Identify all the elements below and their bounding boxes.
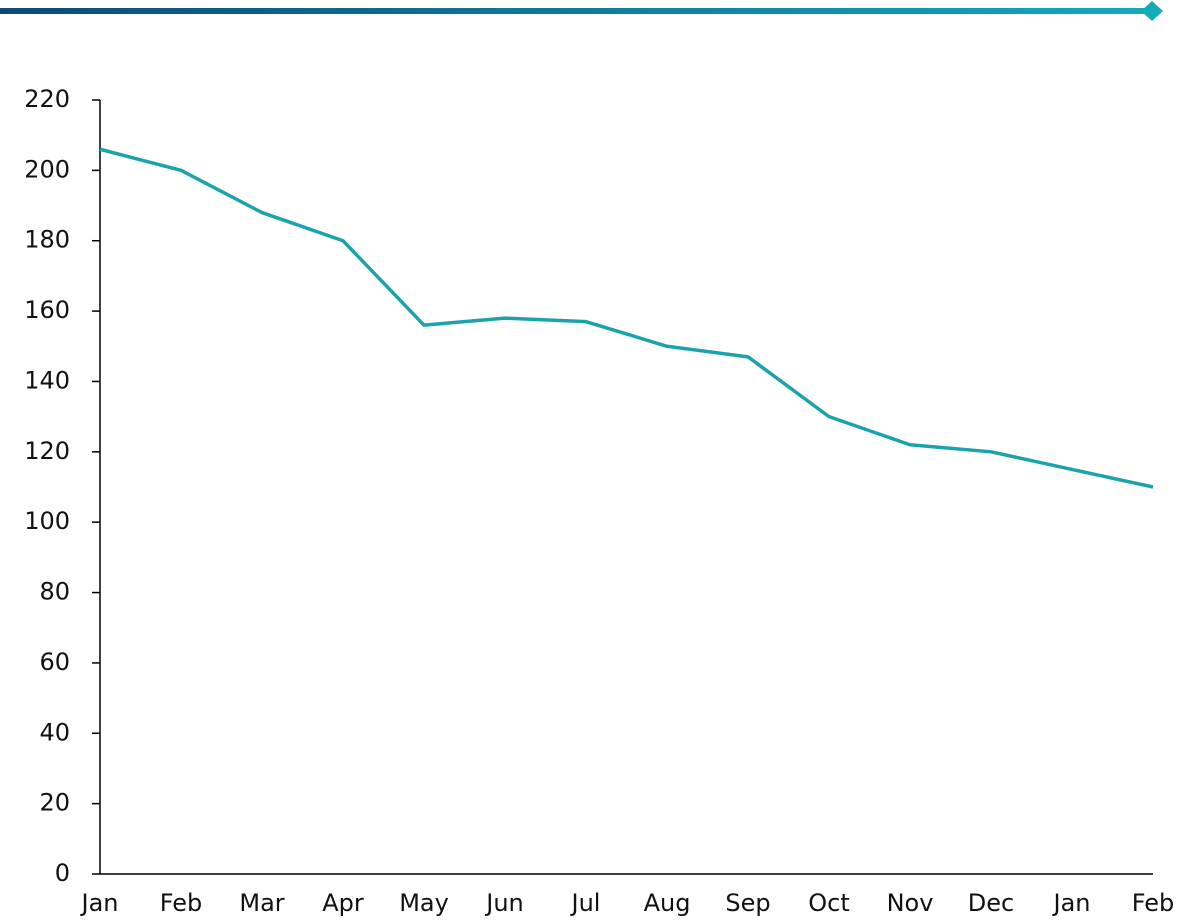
y-tick-label: 220 — [24, 85, 70, 113]
y-tick-label: 100 — [24, 507, 70, 535]
x-tick-label: Jan — [1052, 889, 1091, 917]
x-tick-label: Aug — [644, 889, 691, 917]
x-tick-label: Oct — [808, 889, 850, 917]
y-tick-label: 60 — [39, 648, 70, 676]
x-tick-label: Dec — [968, 889, 1014, 917]
x-tick-label: Apr — [322, 889, 364, 917]
y-tick-label: 200 — [24, 155, 70, 183]
x-tick-label: Nov — [887, 889, 934, 917]
x-tick-label: Feb — [1132, 889, 1175, 917]
x-tick-label: Mar — [239, 889, 284, 917]
header-diamond — [1141, 1, 1163, 21]
y-tick-label: 140 — [24, 366, 70, 394]
y-tick-label: 80 — [39, 578, 70, 606]
y-tick-label: 40 — [39, 718, 70, 746]
x-tick-label: Jan — [80, 889, 119, 917]
y-tick-label: 20 — [39, 789, 70, 817]
x-tick-label: Jun — [484, 889, 524, 917]
y-tick-label: 120 — [24, 437, 70, 465]
y-tick-label: 0 — [55, 859, 70, 887]
x-tick-label: Feb — [160, 889, 203, 917]
line-series — [99, 147, 1154, 489]
x-tick-label: Sep — [725, 889, 770, 917]
header-bar — [0, 8, 1150, 14]
x-tick-label: Jul — [570, 889, 601, 917]
x-tick-label: May — [399, 889, 449, 917]
y-tick-label: 160 — [24, 296, 70, 324]
y-tick-label: 180 — [24, 226, 70, 254]
